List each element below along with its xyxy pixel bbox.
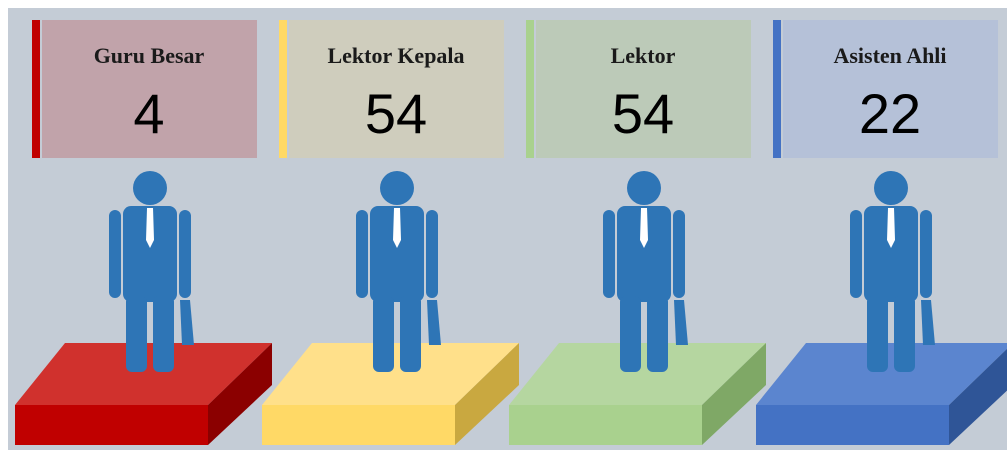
platform-side — [949, 348, 1007, 445]
tier-count: 4 — [133, 82, 164, 145]
tie — [393, 208, 401, 248]
accent-stripe — [773, 20, 781, 158]
person-icon — [356, 171, 441, 372]
person-icon — [603, 171, 688, 372]
head — [874, 171, 908, 205]
accent-stripe — [32, 20, 40, 158]
torso — [370, 206, 424, 302]
platform-top — [756, 343, 1007, 405]
head — [627, 171, 661, 205]
tier-count: 54 — [612, 82, 674, 145]
torso — [617, 206, 671, 302]
tie — [887, 208, 895, 248]
right-leg — [400, 296, 421, 372]
right-leg — [153, 296, 174, 372]
platform-top — [15, 343, 272, 405]
platform-front — [262, 405, 455, 445]
platform-front — [15, 405, 208, 445]
briefcase — [674, 300, 688, 345]
tier-card: Asisten Ahli 22 — [756, 20, 1007, 445]
platform-top — [509, 343, 766, 405]
left-arm — [356, 210, 368, 298]
platform-side — [455, 343, 519, 445]
tier-card: Lektor 54 — [509, 20, 766, 445]
right-arm — [179, 210, 191, 298]
torso — [123, 206, 177, 302]
tier-label: Guru Besar — [94, 43, 205, 68]
left-leg — [373, 296, 394, 372]
tier-count: 54 — [365, 82, 427, 145]
card-box — [42, 20, 257, 158]
left-leg — [620, 296, 641, 372]
tier-label: Lektor — [611, 43, 676, 68]
person-icon — [850, 171, 935, 372]
left-leg — [126, 296, 147, 372]
briefcase — [921, 300, 935, 345]
left-leg — [867, 296, 888, 372]
person-icon — [109, 171, 194, 372]
right-leg — [894, 296, 915, 372]
tie — [146, 208, 154, 248]
right-leg — [647, 296, 668, 372]
platform-side — [208, 343, 272, 445]
tier-label: Lektor Kepala — [327, 43, 464, 68]
tier-label: Asisten Ahli — [833, 43, 946, 68]
card-box — [536, 20, 751, 158]
card-box — [783, 20, 998, 158]
right-arm — [426, 210, 438, 298]
accent-stripe — [279, 20, 287, 158]
tier-card: Guru Besar 4 — [15, 20, 272, 445]
platform-side — [702, 343, 766, 445]
tier-card: Lektor Kepala 54 — [262, 20, 519, 445]
head — [380, 171, 414, 205]
accent-stripe — [526, 20, 534, 158]
card-box — [289, 20, 504, 158]
platform-top — [262, 343, 519, 405]
platform-front — [756, 405, 949, 445]
briefcase — [180, 300, 194, 345]
left-arm — [603, 210, 615, 298]
left-arm — [109, 210, 121, 298]
head — [133, 171, 167, 205]
platform-front — [509, 405, 702, 445]
tier-count: 22 — [859, 82, 921, 145]
right-arm — [920, 210, 932, 298]
briefcase — [427, 300, 441, 345]
right-arm — [673, 210, 685, 298]
tie — [640, 208, 648, 248]
left-arm — [850, 210, 862, 298]
torso — [864, 206, 918, 302]
